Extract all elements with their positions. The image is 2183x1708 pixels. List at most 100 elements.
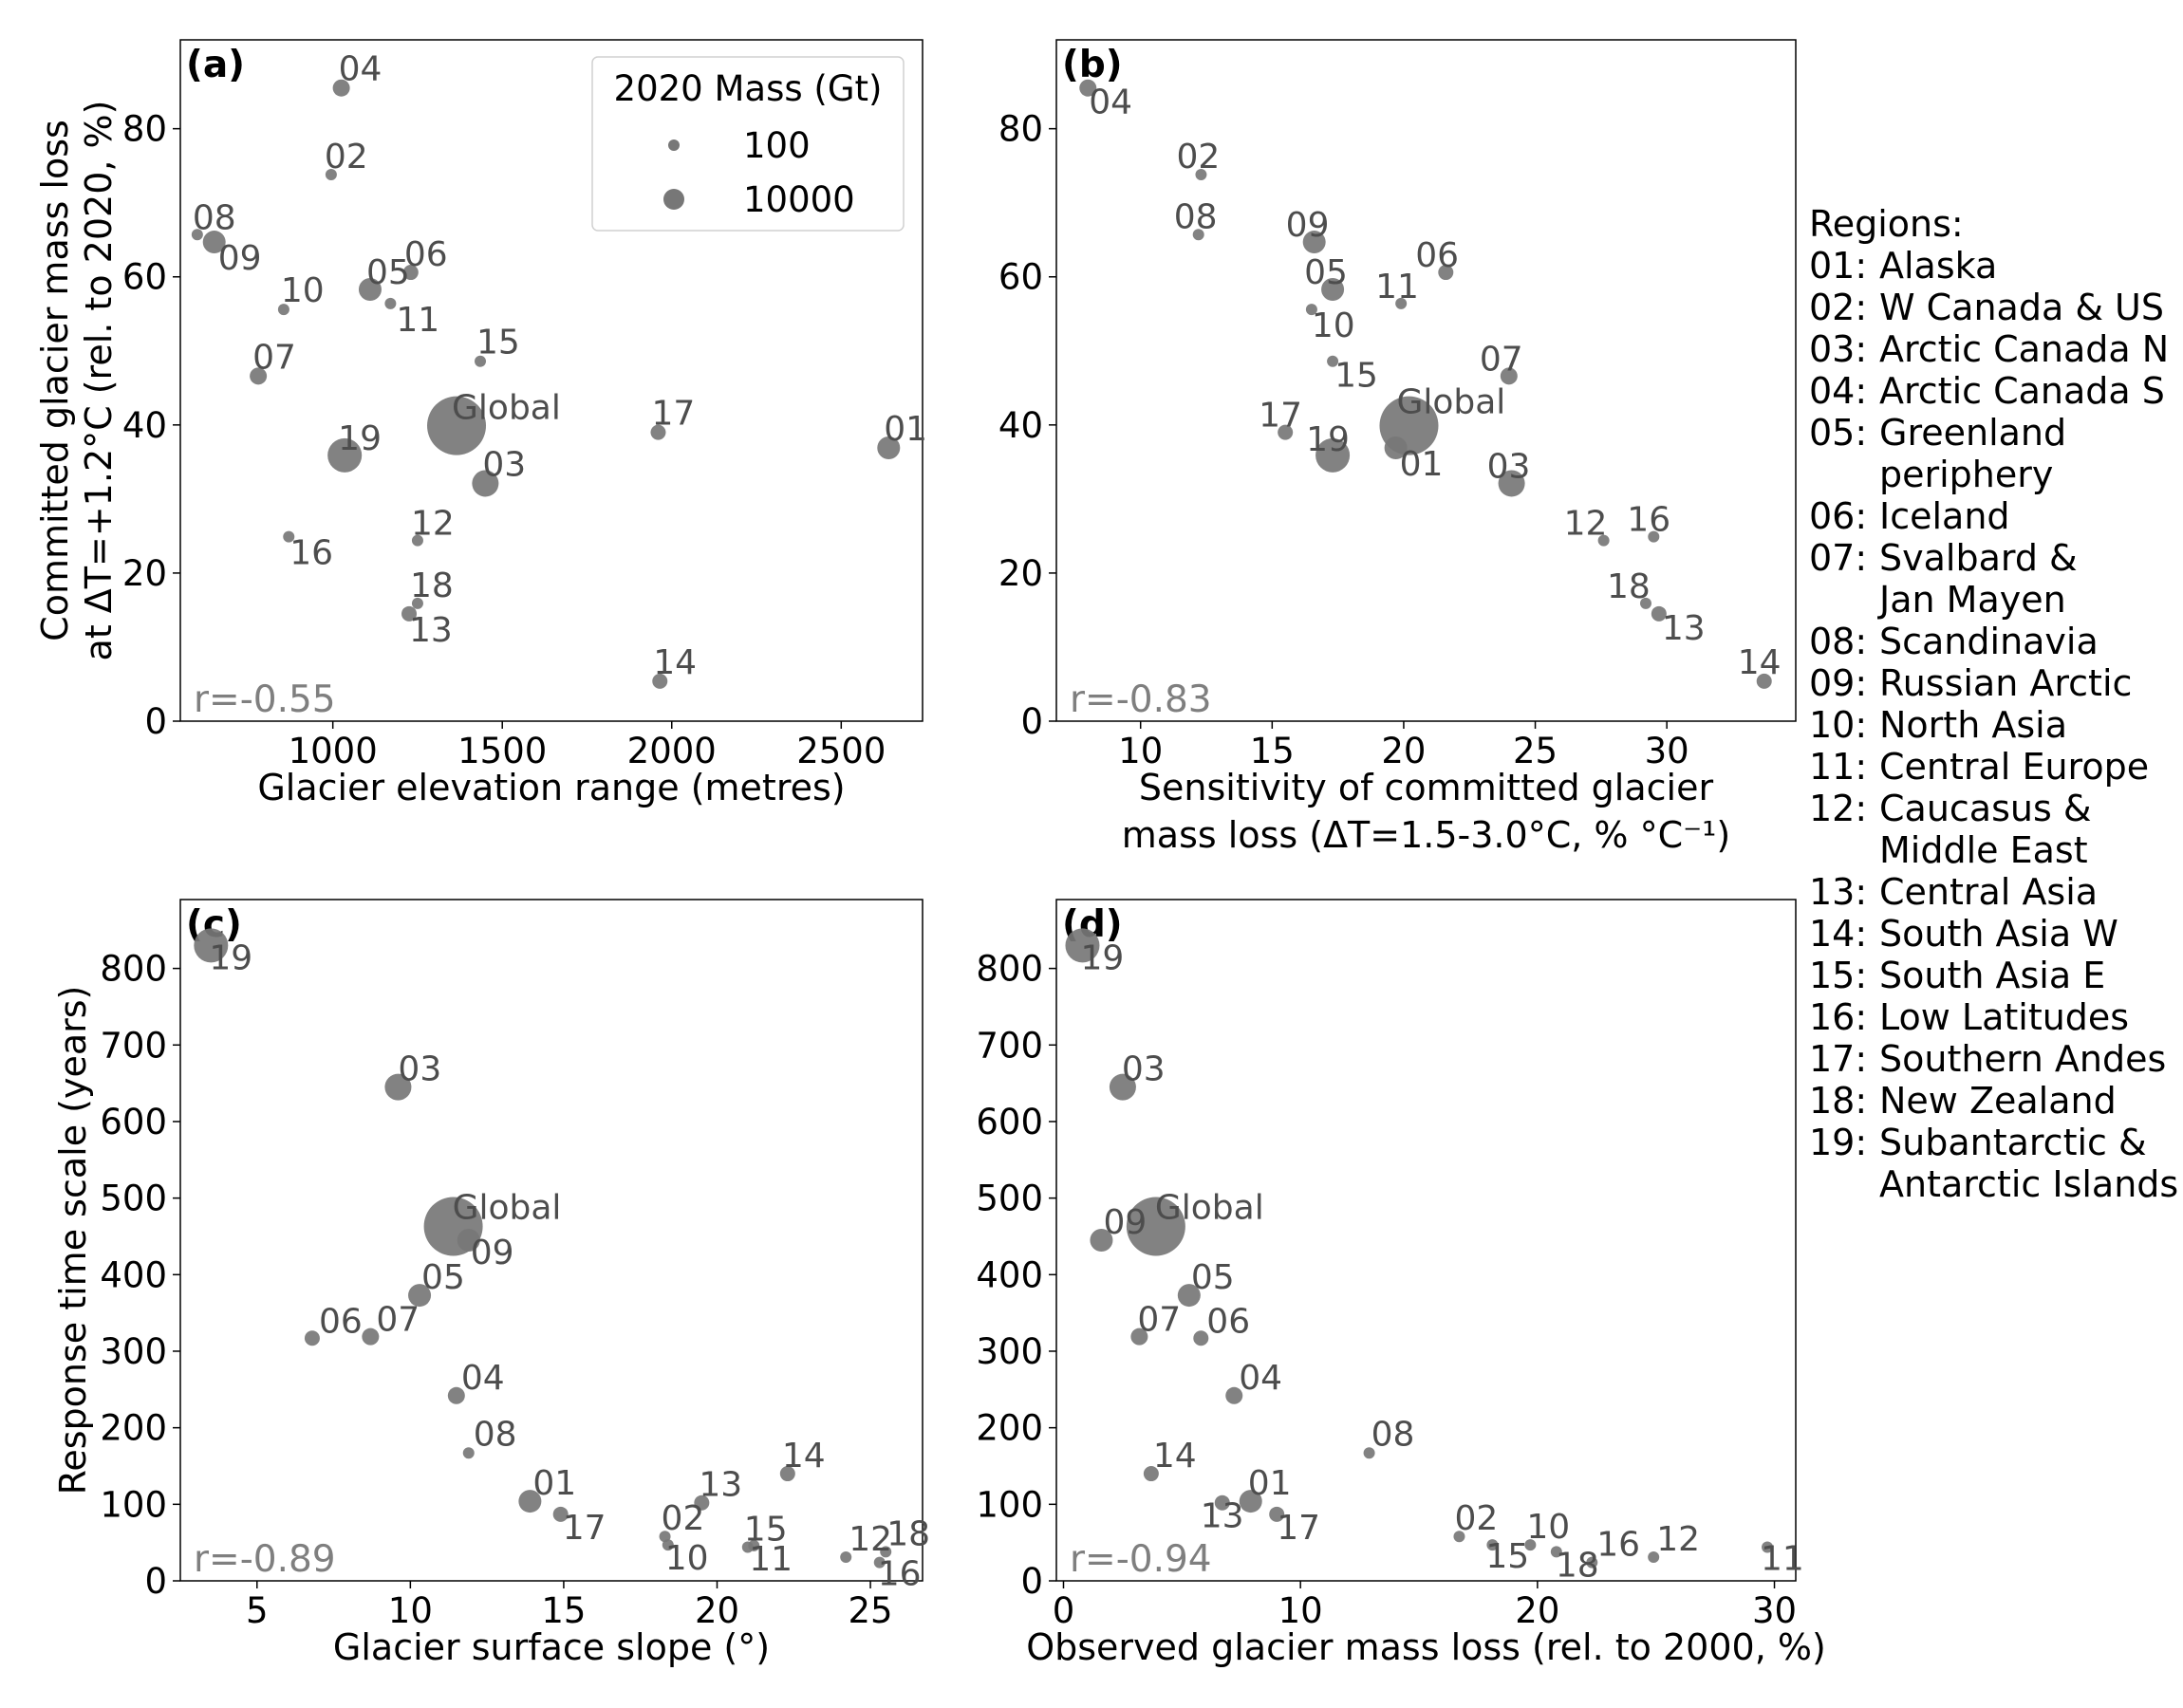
data-point-13	[401, 605, 418, 622]
region-name: Caucasus &	[1879, 788, 2092, 829]
y-tick-label: 500	[976, 1179, 1043, 1219]
data-point-03	[384, 1073, 412, 1101]
point-label-04: 04	[1239, 1359, 1282, 1398]
correlation-label: r=-0.83	[1070, 678, 1212, 721]
data-point-05	[1177, 1284, 1201, 1308]
data-point-11	[748, 1539, 760, 1551]
region-code: 19:	[1809, 1122, 1868, 1163]
data-point-12	[1597, 534, 1610, 547]
point-label-09: 09	[1286, 206, 1330, 245]
y-tick-label: 800	[976, 949, 1043, 990]
point-label-08: 08	[1371, 1415, 1415, 1454]
data-point-14	[652, 673, 668, 689]
point-label-08: 08	[474, 1415, 517, 1454]
point-label-19: 19	[1080, 938, 1124, 977]
data-point-05	[1321, 278, 1345, 302]
y-tick-label: 700	[100, 1025, 167, 1066]
point-label-14: 14	[1153, 1437, 1197, 1476]
data-point-06	[1438, 265, 1454, 281]
size-legend: 2020 Mass (Gt) 100 10000	[591, 56, 905, 232]
point-label-14: 14	[1738, 643, 1782, 682]
point-label-04: 04	[461, 1359, 505, 1398]
region-name: Iceland	[1879, 495, 2010, 537]
y-tick-label: 60	[998, 257, 1043, 298]
data-point-17	[552, 1506, 569, 1522]
chart-panel: 0 10 20 300100200300400500600700800Observed…	[976, 899, 1826, 1668]
region-name: Central Europe	[1879, 746, 2150, 788]
plot-frame	[1055, 899, 1797, 1582]
data-point-11	[1762, 1541, 1774, 1553]
point-label-17: 17	[651, 395, 695, 434]
x-tick-label: 15	[1250, 731, 1295, 771]
data-point-08	[1192, 229, 1204, 241]
point-label-16: 16	[289, 534, 333, 573]
y-tick-label: 40	[998, 405, 1043, 446]
data-point-17	[650, 424, 666, 440]
x-tick-label: 25	[849, 1590, 893, 1631]
point-label-03: 03	[1122, 1050, 1166, 1089]
data-point-07	[1130, 1327, 1148, 1346]
region-code: 06:	[1809, 495, 1868, 537]
region-key-item: 04: Arctic Canada S	[1809, 370, 2178, 412]
point-label-01: 01	[884, 410, 927, 449]
data-point-01	[1384, 436, 1408, 460]
data-point-09	[202, 231, 226, 254]
y-tick-label: 100	[100, 1484, 167, 1525]
x-axis-label: mass loss (ΔT=1.5-3.0°C, % °C⁻¹)	[1122, 814, 1730, 856]
region-code: 18:	[1809, 1080, 1868, 1122]
region-name: Russian Arctic	[1879, 662, 2133, 704]
y-tick-label: 60	[122, 257, 167, 298]
region-name: Central Asia	[1879, 871, 2099, 913]
point-label-15: 15	[476, 324, 520, 362]
point-label-09: 09	[1103, 1203, 1147, 1242]
point-label-05: 05	[366, 253, 410, 292]
y-tick-label: 400	[976, 1254, 1043, 1295]
region-key-item: Middle East	[1809, 829, 2178, 871]
region-name: Middle East	[1879, 829, 2088, 871]
x-axis-label: Sensitivity of committed glacier	[1139, 767, 1714, 808]
region-code: 17:	[1809, 1038, 1868, 1080]
region-code	[1809, 579, 1879, 621]
y-tick-label: 20	[122, 553, 167, 594]
region-name: Arctic Canada S	[1879, 370, 2165, 412]
data-point-07	[250, 367, 268, 385]
data-point-04	[447, 1386, 465, 1404]
data-point-12	[1648, 1550, 1660, 1563]
point-label-13: 13	[1662, 609, 1706, 648]
legend-title: 2020 Mass (Gt)	[614, 68, 883, 109]
region-name: Svalbard &	[1879, 537, 2078, 579]
x-axis-label: Glacier surface slope (°)	[333, 1626, 770, 1668]
y-tick-label: 80	[998, 109, 1043, 150]
point-label-03: 03	[482, 445, 526, 484]
x-tick-label: 5	[246, 1590, 269, 1631]
correlation-label: r=-0.89	[194, 1538, 336, 1581]
region-code: 07:	[1809, 537, 1868, 579]
region-name: Low Latitudes	[1879, 996, 2130, 1038]
data-point-15	[1327, 355, 1339, 367]
point-label-19: 19	[338, 419, 382, 458]
point-label-08: 08	[193, 198, 236, 237]
region-name: Arctic Canada N	[1879, 328, 2170, 370]
region-key-item: 03: Arctic Canada N	[1809, 328, 2178, 370]
data-point-18	[1639, 597, 1651, 609]
point-label-05: 05	[421, 1258, 465, 1297]
point-label-17: 17	[1259, 397, 1302, 436]
region-name: Alaska	[1879, 245, 1998, 287]
point-label-01: 01	[1400, 445, 1444, 484]
point-label-15: 15	[1334, 357, 1378, 396]
region-key-item: 17: Southern Andes	[1809, 1038, 2178, 1080]
point-label-18: 18	[410, 566, 454, 605]
point-label-global: Global	[1396, 383, 1505, 422]
point-label-07: 07	[1137, 1301, 1181, 1340]
data-point-07	[362, 1327, 380, 1346]
point-label-12: 12	[849, 1520, 892, 1559]
region-key-item: Jan Mayen	[1809, 579, 2178, 621]
data-point-11	[1395, 297, 1408, 309]
data-point-09	[1090, 1229, 1113, 1252]
plot-frame	[1055, 39, 1797, 722]
region-key-rows: 01: Alaska 02: W Canada & US 03: Arctic Canad…	[1809, 245, 2178, 1205]
y-tick-label: 300	[100, 1331, 167, 1372]
data-point-global	[427, 396, 487, 455]
point-label-18: 18	[886, 1514, 930, 1553]
